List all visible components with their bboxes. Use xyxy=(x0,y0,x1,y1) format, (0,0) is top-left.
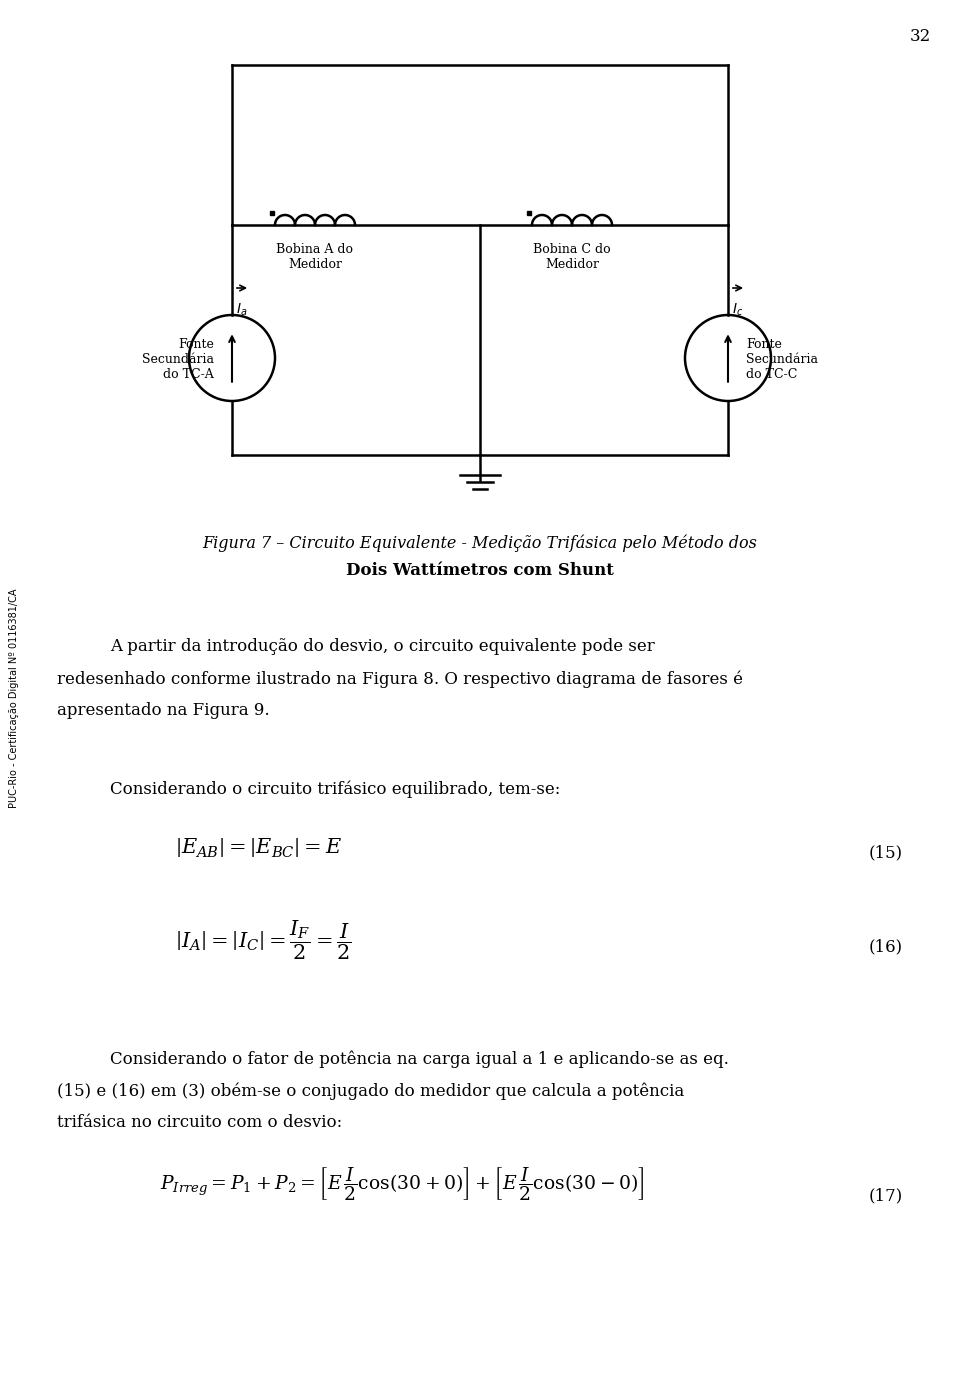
Text: trifásica no circuito com o desvio:: trifásica no circuito com o desvio: xyxy=(57,1114,343,1131)
Text: (15) e (16) em (3) obém-se o conjugado do medidor que calcula a potência: (15) e (16) em (3) obém-se o conjugado d… xyxy=(57,1082,684,1100)
Text: Bobina C do
Medidor: Bobina C do Medidor xyxy=(533,243,611,271)
Text: $I_c$: $I_c$ xyxy=(732,302,743,318)
Text: (17): (17) xyxy=(869,1187,903,1203)
Text: apresentado na Figura 9.: apresentado na Figura 9. xyxy=(57,702,270,719)
Text: $I_a$: $I_a$ xyxy=(236,302,248,318)
Text: $\left|E_{AB}\right|=\left|E_{BC}\right|=E$: $\left|E_{AB}\right|=\left|E_{BC}\right|… xyxy=(175,836,342,859)
Text: $P_{Irreg}=P_1+P_2=\left[E\,\dfrac{I}{2}\cos(30+0)\right]+\left[E\,\dfrac{I}{2}\: $P_{Irreg}=P_1+P_2=\left[E\,\dfrac{I}{2}… xyxy=(160,1166,644,1203)
Text: Considerando o fator de potência na carga igual a 1 e aplicando-se as eq.: Considerando o fator de potência na carg… xyxy=(110,1050,729,1068)
Text: Figura 7 – Circuito Equivalente - Medição Trifásica pelo Método dos: Figura 7 – Circuito Equivalente - Mediçã… xyxy=(203,535,757,553)
Text: 32: 32 xyxy=(909,28,930,45)
Text: (15): (15) xyxy=(869,845,903,861)
Text: Considerando o circuito trifásico equilibrado, tem-se:: Considerando o circuito trifásico equili… xyxy=(110,780,561,797)
Text: Fonte
Secundária
do TC-C: Fonte Secundária do TC-C xyxy=(746,338,818,381)
Text: A partir da introdução do desvio, o circuito equivalente pode ser: A partir da introdução do desvio, o circ… xyxy=(110,638,655,655)
Text: Dois Wattímetros com Shunt: Dois Wattímetros com Shunt xyxy=(346,563,614,579)
Text: redesenhado conforme ilustrado na Figura 8. O respectivo diagrama de fasores é: redesenhado conforme ilustrado na Figura… xyxy=(57,670,743,687)
Text: Bobina A do
Medidor: Bobina A do Medidor xyxy=(276,243,353,271)
Text: (16): (16) xyxy=(869,938,903,955)
Text: $\left|I_A\right|=\left|I_C\right|=\dfrac{I_F}{2}=\dfrac{I}{2}$: $\left|I_A\right|=\left|I_C\right|=\dfra… xyxy=(175,919,351,962)
Text: PUC-Rio - Certificação Digital Nº 0116381/CA: PUC-Rio - Certificação Digital Nº 011638… xyxy=(9,588,19,808)
Text: Fonte
Secundária
do TC-A: Fonte Secundária do TC-A xyxy=(142,338,214,381)
